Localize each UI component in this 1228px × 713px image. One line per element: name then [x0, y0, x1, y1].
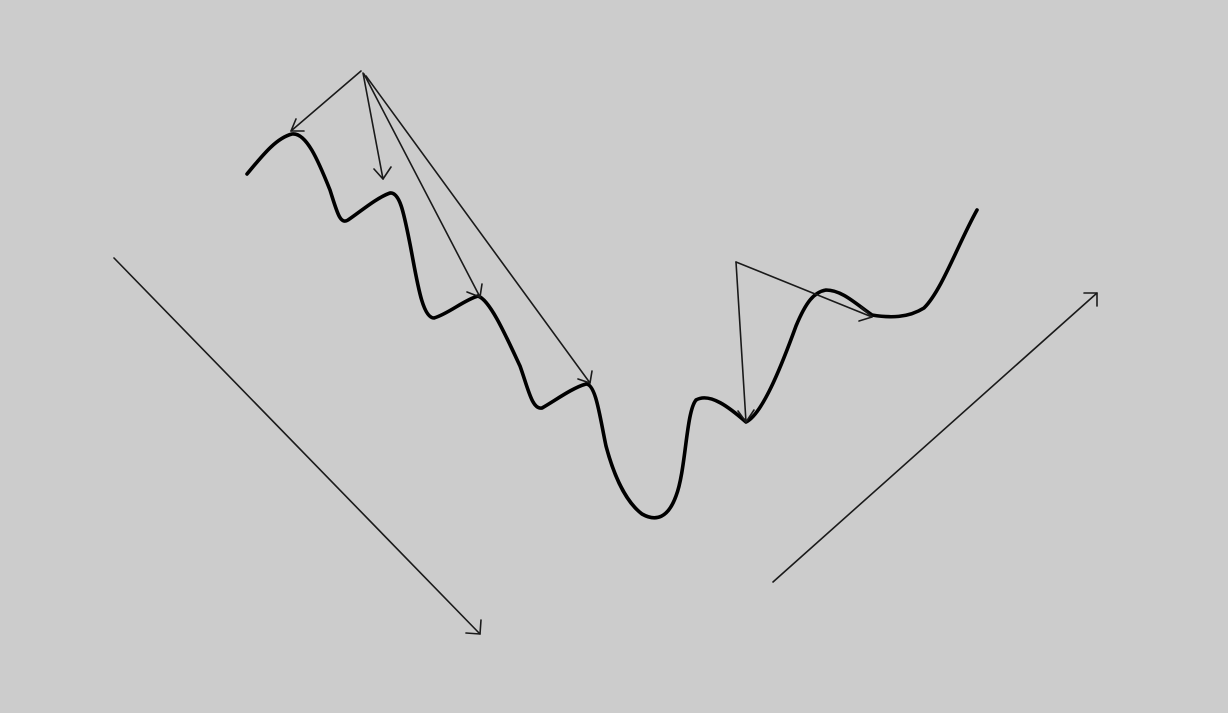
fan-arrow-6	[735, 261, 873, 318]
uptrend-arrowhead	[1083, 292, 1098, 307]
fan-arrows-left	[290, 70, 593, 384]
fan-arrow-2	[362, 72, 384, 180]
fan-arrows-right	[735, 261, 873, 423]
fan-arrowhead-4	[577, 370, 593, 384]
downtrend-arrow	[113, 257, 482, 635]
fan-arrowhead-2	[373, 166, 392, 180]
fan-arrow-4	[365, 75, 591, 384]
fan-arrowhead-1	[290, 118, 305, 132]
price-curve	[245, 132, 979, 520]
fan-arrowhead-5	[737, 409, 755, 423]
fan-arrow-1	[290, 70, 362, 132]
uptrend-arrow-line	[772, 292, 1098, 583]
uptrend-arrow	[772, 292, 1098, 583]
fan-arrow-5	[735, 261, 747, 423]
fan-arrowhead-6	[858, 306, 873, 322]
fan-arrowhead-3	[466, 283, 483, 298]
fan-arrow-3	[363, 73, 481, 298]
downtrend-arrowhead	[465, 619, 482, 635]
downtrend-arrow-line	[113, 257, 481, 635]
